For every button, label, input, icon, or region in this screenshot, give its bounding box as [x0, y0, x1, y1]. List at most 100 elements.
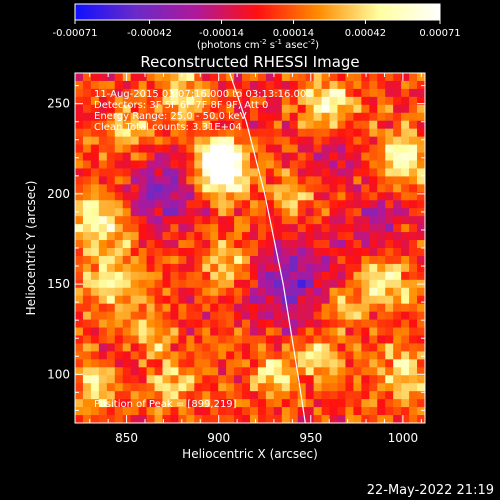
heatmap-cell	[106, 208, 116, 217]
heatmap-cell	[321, 240, 331, 249]
heatmap-cell	[106, 73, 116, 82]
heatmap-cell	[90, 303, 100, 313]
heatmap-cell	[122, 168, 132, 177]
heatmap-cell	[393, 255, 402, 265]
heatmap-cell	[329, 367, 339, 376]
heatmap-cell	[122, 271, 132, 281]
heatmap-cell	[409, 327, 418, 337]
heatmap-cell	[75, 240, 84, 249]
heatmap-cell	[321, 144, 331, 154]
heatmap-cell	[281, 224, 291, 233]
heatmap-cell	[90, 351, 100, 360]
heatmap-cell	[273, 112, 283, 122]
heatmap-cell	[210, 240, 219, 249]
heatmap-cell	[90, 407, 100, 416]
heatmap-cell	[194, 160, 203, 170]
heatmap-cell	[417, 295, 425, 305]
heatmap-cell	[329, 240, 339, 249]
heatmap-cell	[114, 184, 124, 193]
heatmap-cell	[82, 367, 92, 376]
heatmap-cell	[393, 399, 402, 408]
heatmap-cell	[130, 375, 140, 384]
heatmap-cell	[178, 144, 187, 154]
heatmap-cell	[186, 208, 195, 217]
heatmap-cell	[130, 295, 140, 305]
heatmap-cell	[361, 391, 370, 400]
heatmap-cell	[98, 359, 108, 368]
heatmap-cell	[218, 136, 227, 146]
heatmap-cell	[337, 335, 347, 345]
heatmap-cell	[114, 144, 124, 154]
heatmap-cell	[345, 200, 354, 209]
heatmap-cell	[210, 351, 219, 360]
heatmap-cell	[218, 248, 227, 257]
heatmap-cell	[337, 80, 347, 90]
heatmap-cell	[210, 73, 219, 82]
heatmap-cell	[289, 168, 299, 177]
heatmap-cell	[194, 303, 203, 313]
heatmap-cell	[162, 176, 172, 185]
heatmap-cell	[417, 208, 425, 217]
heatmap-cell	[170, 216, 179, 225]
heatmap-cell	[337, 271, 347, 281]
heatmap-cell	[202, 200, 211, 209]
heatmap-cell	[337, 248, 347, 257]
heatmap-cell	[162, 375, 172, 384]
heatmap-cell	[281, 160, 291, 170]
heatmap-cell	[146, 224, 156, 233]
heatmap-cell	[345, 80, 354, 90]
heatmap-cell	[401, 375, 410, 384]
heatmap-cell	[257, 184, 267, 193]
heatmap-cell	[146, 112, 156, 122]
heatmap-cell	[98, 152, 108, 162]
heatmap-cell	[273, 383, 283, 392]
heatmap-cell	[162, 240, 172, 249]
heatmap-cell	[337, 415, 347, 423]
heatmap-cell	[90, 367, 100, 376]
heatmap-cell	[218, 104, 227, 114]
heatmap-cell	[257, 192, 267, 201]
heatmap-cell	[281, 271, 291, 281]
heatmap-cell	[194, 136, 203, 146]
heatmap-cell	[385, 104, 394, 114]
heatmap-cell	[417, 112, 425, 122]
heatmap-cell	[265, 415, 275, 423]
heatmap-cell	[273, 216, 283, 225]
heatmap-cell	[178, 208, 187, 217]
heatmap-cell	[297, 136, 307, 146]
heatmap-cell	[154, 144, 164, 154]
heatmap-cell	[313, 399, 323, 408]
heatmap-cell	[162, 104, 172, 114]
heatmap-cell	[305, 407, 315, 416]
heatmap-cell	[154, 375, 164, 384]
heatmap-cell	[226, 104, 235, 114]
heatmap-cell	[82, 184, 92, 193]
heatmap-cell	[138, 104, 148, 114]
heatmap-cell	[170, 88, 179, 98]
heatmap-cell	[321, 104, 331, 114]
heatmap-cell	[337, 96, 347, 106]
heatmap-cell	[130, 391, 140, 400]
heatmap-cell	[337, 224, 347, 233]
heatmap-cell	[130, 176, 140, 185]
heatmap-cell	[154, 335, 164, 345]
heatmap-cell	[353, 96, 362, 106]
heatmap-cell	[273, 319, 283, 329]
heatmap-cell	[202, 311, 211, 321]
heatmap-cell	[337, 152, 347, 162]
heatmap-cell	[226, 327, 235, 337]
heatmap-cell	[210, 232, 219, 241]
heatmap-cell	[90, 88, 100, 98]
heatmap-cell	[162, 160, 172, 170]
heatmap-cell	[361, 407, 370, 416]
heatmap-cell	[345, 303, 354, 313]
heatmap-cell	[289, 104, 299, 114]
heatmap-cell	[369, 343, 378, 352]
heatmap-cell	[170, 96, 179, 106]
heatmap-cell	[178, 216, 187, 225]
heatmap-cell	[186, 200, 195, 209]
heatmap-cell	[154, 383, 164, 392]
heatmap-cell	[202, 104, 211, 114]
heatmap-cell	[162, 383, 172, 392]
heatmap-cell	[98, 415, 108, 423]
